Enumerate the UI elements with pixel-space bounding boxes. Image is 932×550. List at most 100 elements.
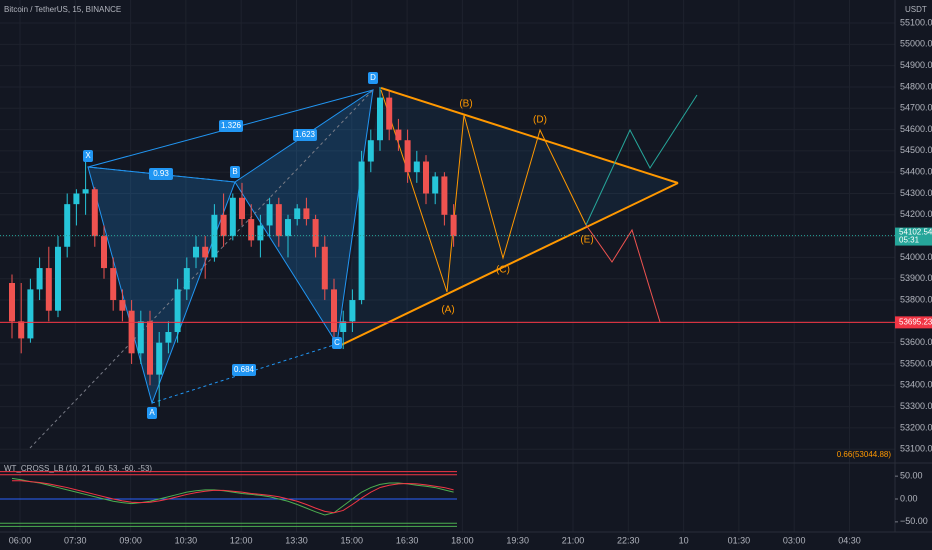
point-box: [147, 407, 157, 419]
wave-label: (E): [580, 235, 593, 246]
candle-body: [331, 289, 337, 333]
y-tick-label: 53600.00: [900, 337, 932, 347]
candle-body: [349, 300, 356, 322]
candle-body: [156, 342, 163, 375]
indicator-title: WT_CROSS_LB (10, 21, 60, 53, -60, -53): [4, 464, 152, 473]
candle-body: [294, 208, 301, 220]
x-tick-label: 22:30: [617, 535, 640, 545]
candle-body: [423, 161, 429, 194]
point-label: B: [232, 167, 237, 176]
trend-dashed: [29, 89, 374, 449]
wave-label: (A): [441, 305, 454, 316]
candle-body: [312, 219, 319, 247]
candle-body: [193, 246, 199, 258]
bull-path: [585, 94, 698, 226]
candle-body: [441, 176, 448, 215]
point-box: [332, 337, 342, 349]
candle-body: [432, 176, 439, 194]
y-tick-label: 54700.00: [900, 103, 932, 113]
candle-body: [211, 214, 218, 258]
currency-label: USDT: [905, 5, 927, 14]
y-tick-label: 54800.00: [900, 81, 932, 91]
point-box: [83, 150, 93, 162]
x-tick-label: 01:30: [728, 535, 751, 545]
alert-label: 53695.23: [899, 317, 932, 326]
candle-body: [9, 282, 15, 322]
x-tick-label: 07:30: [64, 535, 87, 545]
ratio-box: [149, 168, 173, 180]
triangle-lower: [336, 182, 679, 348]
candle-body: [229, 197, 236, 237]
candle-body: [220, 214, 227, 237]
candle-body: [91, 189, 98, 237]
candle-body: [248, 219, 255, 241]
x-tick-label: 16:30: [396, 535, 419, 545]
ratio-box: [232, 364, 256, 376]
indicator-tick-label: 50.00: [900, 471, 923, 481]
last-price-label: 54102.54: [899, 228, 932, 237]
candle-body: [386, 97, 393, 130]
wave-label: (D): [533, 115, 547, 126]
y-tick-label: 53100.00: [900, 444, 932, 454]
y-tick-label: 54400.00: [900, 167, 932, 177]
triangle-upper: [380, 87, 679, 184]
y-tick-label: 54900.00: [900, 60, 932, 70]
y-tick-label: 55000.00: [900, 39, 932, 49]
candle-body: [137, 321, 144, 354]
wave-label: (B): [459, 99, 472, 110]
candle-body: [64, 204, 71, 247]
x-tick-label: 12:00: [230, 535, 253, 545]
candle-body: [55, 246, 61, 311]
candle-body: [413, 161, 420, 173]
ratio-label: 1.623: [295, 130, 316, 139]
candle-body: [36, 268, 43, 290]
triangle-fill: [337, 88, 678, 347]
candles: [9, 86, 457, 407]
candle-body: [27, 289, 34, 339]
bear-path: [585, 224, 661, 323]
x-tick-label: 19:30: [506, 535, 529, 545]
countdown-label: 05:31: [899, 236, 920, 245]
x-tick-label: 03:00: [783, 535, 806, 545]
candle-body: [101, 236, 107, 269]
candle-body: [358, 161, 365, 301]
indicator-tick-label: −50.00: [900, 516, 928, 526]
candle-body: [266, 204, 273, 226]
last-price-box: [895, 227, 932, 246]
candle-body: [404, 140, 411, 173]
ratio-box: [219, 120, 243, 132]
y-tick-label: 53500.00: [900, 358, 932, 368]
indicator-line: [11, 477, 454, 516]
x-tick-label: 10:30: [175, 535, 198, 545]
candle-body: [303, 208, 310, 220]
candle-body: [165, 332, 172, 343]
candle-body: [45, 268, 52, 311]
ratio-label: 0.93: [153, 169, 169, 178]
wave-label: (C): [496, 265, 510, 276]
candle-body: [239, 197, 245, 220]
alert-box: [895, 316, 932, 329]
x-tick-label: 09:00: [119, 535, 142, 545]
y-tick-label: 53800.00: [900, 294, 932, 304]
point-label: D: [370, 73, 376, 82]
candle-body: [321, 246, 328, 290]
candle-body: [128, 310, 135, 354]
candle-body: [257, 225, 264, 241]
y-tick-label: 53300.00: [900, 401, 932, 411]
ratio-label: 0.684: [234, 365, 255, 374]
y-tick-label: 54600.00: [900, 124, 932, 134]
y-tick-label: 53200.00: [900, 422, 932, 432]
x-tick-label: 10: [679, 535, 689, 545]
candle-body: [202, 246, 209, 258]
point-box: [230, 166, 240, 178]
candle-body: [450, 214, 457, 237]
candle-body: [147, 321, 153, 375]
candle-body: [18, 321, 25, 339]
point-box: [368, 72, 378, 84]
y-tick-label: 53900.00: [900, 273, 932, 283]
y-tick-label: 54300.00: [900, 188, 932, 198]
candle-body: [82, 189, 89, 194]
fib-note: 0.66(53044.88): [837, 450, 892, 459]
candle-body: [174, 289, 181, 333]
